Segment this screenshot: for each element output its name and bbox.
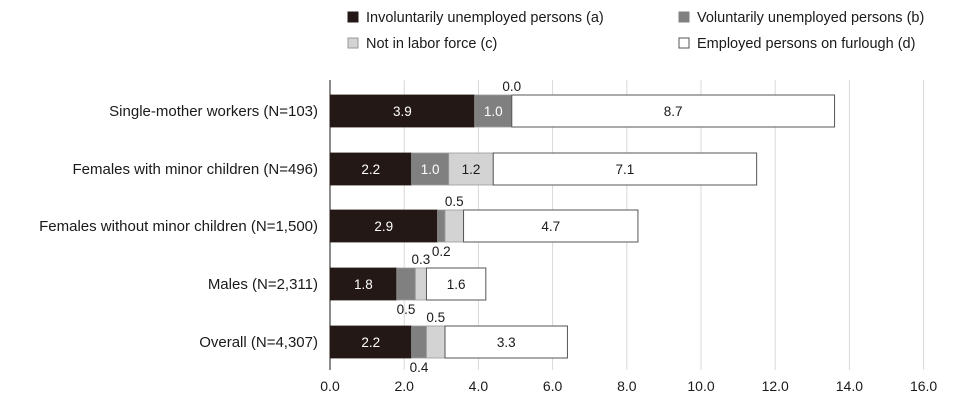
legend-swatch (347, 37, 359, 49)
x-tick-label: 6.0 (543, 378, 563, 394)
x-tick-labels: 0.0 2.0 4.0 6.0 8.0 10.0 12.0 14.0 16.0 (320, 378, 937, 394)
bar-voluntarily-unemployed-persons (411, 152, 450, 186)
data-label: 1.0 (421, 162, 440, 177)
bar-not-in-labor-force (426, 325, 446, 359)
data-label: 8.7 (664, 104, 683, 119)
x-tick-label: 12.0 (762, 378, 789, 394)
legend-label: Voluntarily unemployed persons (b) (697, 10, 924, 26)
bar-involuntarily-unemployed-persons (329, 267, 398, 301)
category-label: Males (N=2,311) (208, 276, 318, 293)
x-tick-label: 14.0 (836, 378, 863, 394)
data-label: 0.5 (397, 302, 416, 317)
data-label: 1.6 (447, 277, 466, 292)
data-label: 4.7 (541, 219, 560, 234)
bar-not-in-labor-force (414, 267, 427, 301)
legend-label: Involuntarily unemployed persons (a) (366, 10, 604, 26)
data-label: 3.3 (497, 335, 516, 350)
bar-voluntarily-unemployed-persons (437, 209, 446, 243)
category-label: Single-mother workers (N=103) (109, 103, 318, 120)
bar-employed-persons-on-furlough (444, 325, 568, 359)
category-label: Females without minor children (N=1,500) (39, 218, 318, 235)
data-label: 1.8 (354, 277, 373, 292)
bar-voluntarily-unemployed-persons (474, 94, 513, 128)
data-label: 1.2 (462, 162, 481, 177)
x-tick-label: 8.0 (617, 378, 637, 394)
data-label: 1.0 (484, 104, 503, 119)
data-label: 0.5 (426, 310, 445, 325)
legend-label: Not in labor force (c) (366, 36, 497, 52)
x-tick-label: 16.0 (910, 378, 937, 394)
legend-swatch (347, 11, 359, 23)
bar-employed-persons-on-furlough (511, 94, 836, 128)
data-label: 0.5 (445, 194, 464, 209)
data-label: 7.1 (616, 162, 635, 177)
data-label: 0.3 (412, 252, 431, 267)
bar-voluntarily-unemployed-persons (396, 267, 416, 301)
data-label: 2.2 (361, 335, 380, 350)
data-label: 0.4 (410, 360, 429, 375)
legend-label: Employed persons on furlough (d) (697, 36, 915, 52)
bar-employed-persons-on-furlough (463, 209, 639, 243)
category-label: Overall (N=4,307) (199, 334, 318, 351)
bars (329, 94, 836, 359)
category-label: Females with minor children (N=496) (72, 161, 318, 178)
x-tick-label: 4.0 (469, 378, 489, 394)
data-label: 2.9 (374, 219, 393, 234)
bar-involuntarily-unemployed-persons (329, 209, 438, 243)
x-tick-label: 2.0 (394, 378, 414, 394)
data-label: 0.0 (502, 79, 521, 94)
legend: Involuntarily unemployed persons (a) Volu… (347, 10, 924, 52)
bar-involuntarily-unemployed-persons (329, 152, 413, 186)
bar-voluntarily-unemployed-persons (411, 325, 427, 359)
bar-not-in-labor-force (444, 209, 464, 243)
bar-not-in-labor-force (448, 152, 494, 186)
data-labels: 3.9 1.0 0.0 8.7 2.2 1.0 1.2 7.1 2.9 0.2 0.5 4.7 1.8 0… (354, 79, 683, 375)
bar-employed-persons-on-furlough (425, 267, 487, 301)
legend-swatch (678, 37, 690, 49)
x-tick-label: 10.0 (687, 378, 714, 394)
data-label: 0.2 (432, 244, 451, 259)
x-tick-label: 0.0 (320, 378, 340, 394)
data-label: 2.2 (361, 162, 380, 177)
data-label: 3.9 (393, 104, 412, 119)
bar-employed-persons-on-furlough (492, 152, 758, 186)
category-labels: Single-mother workers (N=103) Females wit… (39, 103, 318, 351)
legend-swatch (678, 11, 690, 23)
